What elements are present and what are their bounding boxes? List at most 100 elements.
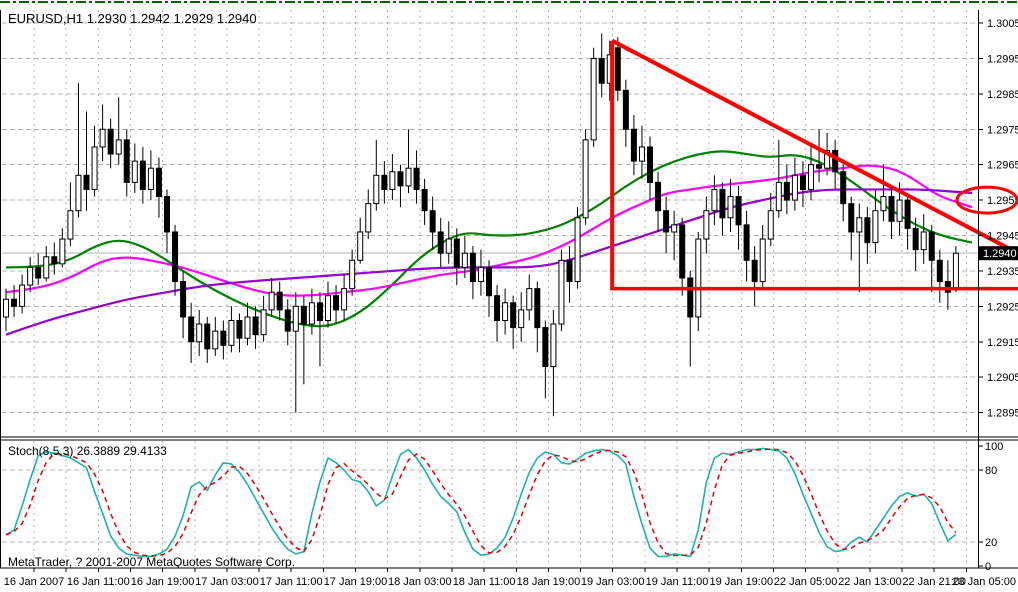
bull-candle-body [767, 210, 774, 240]
bull-candle-body [341, 288, 348, 311]
bull-candle-body [703, 210, 710, 240]
bull-candle-body [558, 259, 565, 325]
bull-candle-body [526, 288, 533, 311]
bear-candle-body [630, 128, 637, 162]
bull-candle-body [695, 238, 702, 318]
bear-candle-body [687, 277, 694, 318]
bull-candle-body [131, 160, 138, 183]
bear-candle-body [172, 231, 179, 283]
bull-candle-body [59, 238, 66, 265]
time-axis-label: 19 Jan 03:00 [581, 576, 645, 588]
bear-candle-body [510, 302, 517, 329]
price-axis-label: 1.2995 [987, 53, 1018, 65]
bear-candle-body [904, 199, 911, 229]
price-ellipse-annotation[interactable] [955, 185, 1018, 215]
price-axis-label: 1.2915 [987, 337, 1018, 349]
bear-candle-body [180, 281, 187, 318]
bear-candle-body [566, 259, 573, 283]
bear-candle-body [614, 47, 621, 91]
bear-candle-body [413, 167, 420, 190]
bull-candle-body [582, 139, 589, 219]
bull-candle-body [260, 309, 267, 336]
bear-candle-body [276, 291, 283, 311]
bull-candle-body [952, 252, 959, 290]
bull-candle-body [373, 174, 380, 205]
bear-candle-body [888, 196, 895, 222]
time-axis-label: 16 Jan 11:00 [67, 576, 130, 588]
time-axis-label: 22 Jan 21:00 [902, 576, 966, 588]
bear-candle-body [816, 164, 823, 169]
bear-candle-body [220, 330, 227, 346]
stoch-k-line [5, 447, 957, 558]
bull-candle-body [99, 128, 106, 148]
bull-candle-body [325, 295, 331, 322]
time-axis: 16 Jan 2007 16 Jan 11:00 16 Jan 19:00 17 Ja… [4, 568, 1016, 588]
chart-frames [0, 10, 1018, 569]
bear-candle-body [663, 210, 670, 233]
bull-candle-body [147, 167, 154, 190]
bull-candle-body [759, 238, 766, 283]
bear-candle-body [944, 281, 951, 293]
bull-candle-body [389, 171, 396, 190]
time-axis-label: 17 Jan 19:00 [324, 576, 388, 588]
bear-candle-body [655, 181, 662, 212]
bear-candle-body [51, 256, 58, 265]
bull-candle-body [19, 284, 26, 307]
bear-candle-body [832, 150, 839, 173]
bear-candle-body [107, 128, 114, 155]
bear-candle-body [284, 309, 291, 332]
time-axis-label: 22 Jan 13:00 [838, 576, 902, 588]
bear-candle-body [139, 160, 146, 190]
bull-candle-body [43, 256, 50, 279]
time-axis-label: 22 Jan 05:00 [774, 576, 838, 588]
bear-candle-body [164, 196, 170, 233]
bid-price-box: 1.2940 [979, 246, 1018, 261]
bull-candle-body [115, 139, 122, 155]
bear-candle-body [622, 89, 629, 130]
descending-trendline[interactable] [611, 38, 1018, 255]
indicator-scale-label: 20 [985, 537, 997, 549]
indicator-scale-label: 80 [985, 465, 997, 477]
bull-candle-body [357, 231, 364, 261]
copyright-label: MetaTrader, ? 2001-2007 MetaQuotes Softw… [8, 555, 296, 569]
price-axis-label: 1.2895 [987, 408, 1018, 420]
bear-candle-body [437, 231, 444, 254]
bull-candle-body [477, 266, 484, 283]
bull-candle-body [365, 203, 372, 233]
bear-candle-body [11, 298, 18, 307]
bear-candle-body [35, 266, 42, 279]
time-axis-label: 17 Jan 11:00 [260, 576, 323, 588]
bull-candle-body [638, 146, 645, 162]
bear-candle-body [735, 196, 742, 226]
bull-candle-body [308, 302, 315, 325]
bear-candle-body [204, 323, 211, 350]
ma-mid-magenta-line[interactable] [5, 164, 973, 297]
bear-candle-body [453, 238, 460, 268]
bear-candle-body [598, 57, 605, 84]
bull-candle-body [872, 210, 879, 244]
bear-candle-body [494, 295, 501, 322]
price-axis-label: 1.2925 [987, 301, 1018, 313]
bear-candle-body [743, 224, 750, 261]
bull-candle-body [671, 224, 678, 233]
bear-candle-body [542, 327, 549, 368]
bear-candle-body [928, 231, 935, 261]
ma-fast-green-line[interactable] [5, 150, 973, 328]
bull-candle-body [27, 266, 34, 286]
symbol-quote-label: EURUSD,H1 1.2930 1.2942 1.2929 1.2940 [8, 11, 257, 26]
bear-candle-body [300, 305, 307, 325]
time-axis-label: 18 Jan 11:00 [453, 576, 516, 588]
bear-candle-body [252, 316, 259, 336]
bull-candle-body [349, 259, 356, 290]
time-axis-label: 16 Jan 19:00 [131, 576, 195, 588]
bear-candle-body [848, 203, 855, 233]
triangle-annotation[interactable] [610, 38, 1018, 291]
bear-candle-body [381, 174, 388, 190]
bull-candle-body [590, 57, 597, 141]
bear-candle-body [864, 217, 871, 244]
bid-price-value: 1.2940 [983, 248, 1017, 260]
bear-candle-body [936, 259, 943, 283]
bull-candle-body [461, 252, 468, 268]
